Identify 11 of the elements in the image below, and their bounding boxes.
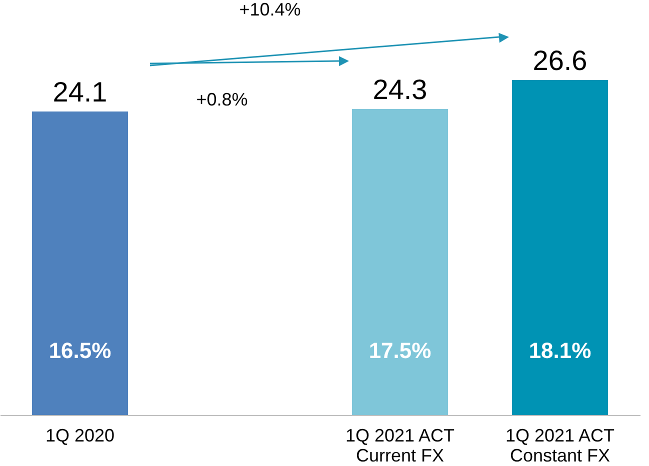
annotation: 18.1% xyxy=(528,338,592,363)
x-tick-label: 1Q 2021 ACT Constant FX xyxy=(505,426,615,466)
data-label: 26.6 xyxy=(532,45,588,76)
x-tick-label: 1Q 2021 ACT Current FX xyxy=(345,426,455,466)
data-label: 24.3 xyxy=(372,74,428,105)
x-tick-label: 1Q 2020 xyxy=(45,426,115,446)
text: +10.4% xyxy=(239,0,301,20)
annotation: 17.5% xyxy=(368,338,432,363)
data-label: 24.1 xyxy=(52,76,108,108)
annotation: +0.8% xyxy=(196,89,248,110)
annotation: 16.5% xyxy=(48,338,112,363)
